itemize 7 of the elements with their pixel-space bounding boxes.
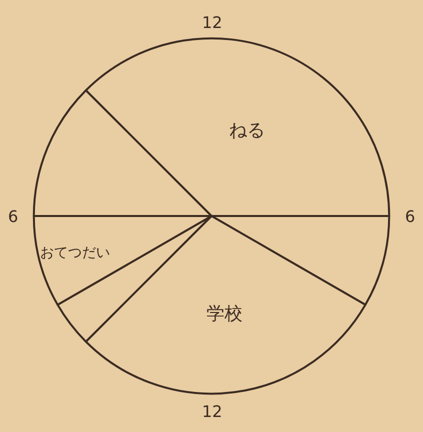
slice-label: 学校 xyxy=(206,304,242,325)
text: 12 xyxy=(202,402,222,421)
text: 12 xyxy=(202,13,222,32)
text: 6 xyxy=(8,207,18,226)
slice-label: ねる xyxy=(228,120,265,142)
text: 6 xyxy=(405,207,416,226)
slice-label: おてつだい xyxy=(40,244,110,261)
